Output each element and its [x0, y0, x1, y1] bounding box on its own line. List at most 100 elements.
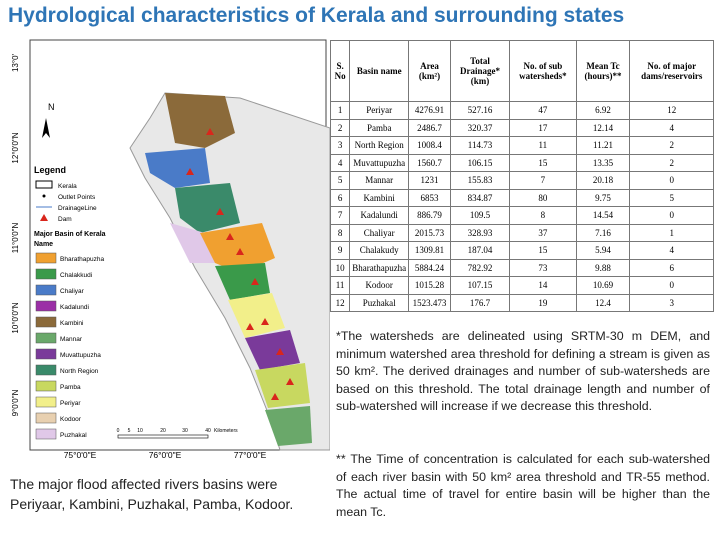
- table-cell: 1: [329, 101, 351, 120]
- table-cell: 114.73: [449, 136, 511, 155]
- table-cell: 1231: [408, 171, 451, 190]
- legend-label: Kambini: [60, 320, 83, 327]
- table-cell: Chaliyar: [349, 223, 410, 242]
- table-cell: 2: [329, 118, 351, 137]
- table-row: 4 Muvattupuzha 1560.7 106.15 15 13.35 2: [329, 153, 714, 172]
- legend-swatch: [40, 214, 48, 221]
- basin: [145, 148, 210, 188]
- header-row: S. No Basin name Area (km²) Total Drainage*…: [329, 40, 714, 102]
- table-cell: Muvattupuzha: [349, 153, 410, 172]
- table-cell: 3: [629, 293, 714, 312]
- table-cell: 834.87: [449, 188, 511, 207]
- table-cell: 2: [629, 136, 714, 155]
- note: *The watersheds are delineated using SRT…: [336, 329, 710, 413]
- table-cell: 10: [329, 258, 351, 277]
- latitude-label: 11°0'0"N: [11, 223, 20, 254]
- legend: Legend Kerala Outlet Points DrainageLine Dam…: [34, 165, 106, 440]
- note: ** The Time of concentration is calculat…: [336, 452, 710, 519]
- legend-swatch: [35, 284, 57, 296]
- legend-label: Chaliyar: [60, 288, 85, 295]
- table-cell: 1309.81: [408, 241, 451, 260]
- table-cell: 106.15: [449, 153, 511, 172]
- table-cell: 328.93: [449, 223, 511, 242]
- table-row: 11 Kodoor 1015.28 107.15 14 10.69 0: [329, 276, 714, 295]
- legend-title: Legend: [34, 165, 66, 175]
- table-body: 1 Periyar 4276.91 527.16 47 6.92 12 2 Pamba 2486.…: [329, 101, 714, 312]
- table-cell: 11: [509, 136, 577, 155]
- table-cell: North Region: [349, 136, 410, 155]
- table-cell: 12.14: [575, 118, 631, 137]
- latitude-label: 9°0'0"N: [11, 389, 20, 416]
- scale-label: 0: [117, 428, 120, 434]
- table-cell: 1523.473: [408, 293, 451, 312]
- table-cell: 5: [329, 171, 351, 190]
- basin: [165, 93, 235, 148]
- legend-label: Muvattupuzha: [60, 352, 101, 359]
- table-cell: 2015.73: [408, 223, 451, 242]
- longitude-label: 75°0'0"E: [64, 450, 97, 460]
- latitude-labels: 13°0' 12°0'0"N 11°0'0"N 10°0'0"N 9°0'0"N: [11, 53, 20, 416]
- north-label: N: [48, 102, 55, 112]
- table-cell: 320.37: [449, 118, 511, 137]
- table-row: 7 Kadalundi 886.79 109.5 8 14.54 0: [329, 206, 714, 225]
- table-cell: 12: [329, 293, 351, 312]
- basin: [245, 330, 300, 370]
- scale-label: 40: [205, 428, 211, 434]
- table-row: 8 Chaliyar 2015.73 328.93 37 7.16 1: [329, 223, 714, 242]
- table-cell: 9.88: [575, 258, 631, 277]
- table-cell: 7: [509, 171, 577, 190]
- table-cell: 527.16: [449, 101, 511, 120]
- legend-subtitle: Name: [34, 241, 53, 248]
- table-cell: 4: [629, 118, 714, 137]
- basin-table: S. No Basin name Area (km²) Total Drainage*…: [329, 40, 714, 312]
- table-cell: 14: [509, 276, 577, 295]
- longitude-labels: 75°0'0"E 76°0'0"E 77°0'0"E: [64, 450, 267, 460]
- legend-swatch: [35, 252, 57, 264]
- legend-subtitle: Major Basin of Kerala: [34, 231, 106, 238]
- table-cell: Kodoor: [349, 276, 410, 295]
- scale-label: 5: [128, 428, 131, 434]
- legend-swatch: [35, 332, 57, 344]
- table-row: 5 Mannar 1231 155.83 7 20.18 0: [329, 171, 714, 190]
- basin: [265, 406, 312, 446]
- legend-label: DrainageLine: [58, 205, 97, 212]
- legend-swatch: [35, 412, 57, 424]
- table-cell: 886.79: [408, 206, 451, 225]
- legend-swatch: [35, 316, 57, 328]
- legend-label: Bharathapuzha: [60, 256, 104, 263]
- table-cell: 1015.28: [408, 276, 451, 295]
- table-cell: Mannar: [349, 171, 410, 190]
- header-cell: No. of sub watersheds*: [509, 40, 577, 102]
- table-cell: 3: [329, 136, 351, 155]
- table-cell: 5884.24: [408, 258, 451, 277]
- legend-label: North Region: [60, 368, 99, 375]
- table-cell: Periyar: [349, 101, 410, 120]
- legend-label: Kadalundi: [60, 304, 89, 311]
- north-arrow: [42, 118, 50, 138]
- basin: [200, 223, 275, 273]
- header-cell: S. No: [329, 40, 351, 102]
- table-row: 3 North Region 1008.4 114.73 11 11.21 2: [329, 136, 714, 155]
- legend-label: Kerala: [58, 183, 77, 190]
- table-cell: 7: [329, 206, 351, 225]
- longitude-label: 77°0'0"E: [234, 450, 267, 460]
- table-row: 12 Puzhakal 1523.473 176.7 19 12.4 3: [329, 293, 714, 312]
- table-cell: 8: [509, 206, 577, 225]
- table-cell: 782.92: [449, 258, 511, 277]
- basin: [255, 363, 310, 408]
- legend-swatch: [35, 428, 57, 440]
- legend-label: Dam: [58, 216, 72, 223]
- table-cell: 20.18: [575, 171, 631, 190]
- table-cell: Puzhakal: [349, 293, 410, 312]
- header-cell: Area (km²): [408, 40, 451, 102]
- header-cell: Mean Tc (hours)**: [575, 40, 631, 102]
- legend-swatch: [35, 380, 57, 392]
- table-cell: 7.16: [575, 223, 631, 242]
- table-cell: 6.92: [575, 101, 631, 120]
- latitude-label: 10°0'0"N: [11, 302, 20, 333]
- legend-swatch: [42, 194, 46, 198]
- table-cell: 6: [629, 258, 714, 277]
- table-cell: 80: [509, 188, 577, 207]
- table-cell: 0: [629, 206, 714, 225]
